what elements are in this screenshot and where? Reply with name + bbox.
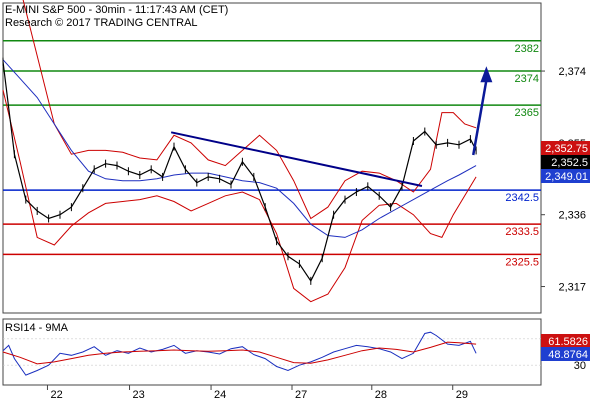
- level-label-2333.5: 2333.5: [505, 226, 539, 238]
- projection-arrow-layer: [472, 66, 493, 156]
- price-badge-upper-bg: [541, 141, 590, 155]
- moving-average-line: [2, 59, 477, 238]
- y-tick-label: 2,317: [558, 282, 586, 294]
- rsi-badge-rsi-bg: [541, 347, 590, 361]
- price-badge-ma-bg: [541, 169, 590, 183]
- y-tick-label: 2,374: [558, 66, 586, 78]
- research-credit: Research © 2017 TRADING CENTRAL: [5, 17, 198, 29]
- bollinger-bands-layer: [2, 0, 477, 303]
- rsi-badge-ma-label: 61.5826: [548, 336, 588, 348]
- level-label-2365: 2365: [515, 107, 539, 119]
- level-label-2382: 2382: [515, 43, 539, 55]
- rsi-badge-ma-bg: [541, 334, 590, 348]
- level-lines-layer: 2382 2374 2365 2342.5 2333.5 2325.5: [3, 40, 541, 268]
- price-badge-upper-label: 2,352.75: [545, 143, 588, 155]
- x-tick-label: 23: [133, 389, 145, 400]
- x-tick-label: 22: [50, 389, 62, 400]
- rsi-panel-frame: [2, 318, 542, 386]
- level-label-2325.5: 2325.5: [505, 256, 539, 268]
- price-badge-upper: 2,352.75: [541, 141, 590, 155]
- trendline-layer: [170, 131, 423, 187]
- main-panel-frame: [2, 2, 542, 314]
- chart-title: E-MINI S&P 500 - 30min - 11:17:43 AM (CE…: [5, 4, 228, 16]
- x-tick-label: 24: [214, 389, 226, 400]
- rsi-line: [2, 331, 477, 376]
- rsi-badge-ma: 61.5826: [541, 334, 590, 348]
- rsi-title: RSI14 - 9MA: [5, 322, 69, 334]
- price-badge-last-bg: [541, 155, 590, 169]
- price-badge-last: 2,352.5: [541, 155, 590, 169]
- rsi-y-tick-label: 30: [574, 360, 586, 372]
- y-tick-label: 2,336: [558, 210, 586, 222]
- x-tick-label: 29: [456, 389, 468, 400]
- x-tick-label: 27: [295, 389, 307, 400]
- rsi-badge-rsi-label: 48.8764: [548, 349, 588, 361]
- price-badge-last-label: 2,352.5: [551, 157, 588, 169]
- projection-arrow-head: [480, 66, 493, 83]
- level-label-2374: 2374: [515, 73, 539, 85]
- rsi-layer: [2, 331, 541, 376]
- rsi-ma-line: [2, 341, 477, 365]
- rsi-badge-rsi: 48.8764: [541, 347, 590, 361]
- resistance-trendline: [170, 131, 423, 187]
- projection-arrow-shaft: [472, 80, 488, 156]
- moving-average-layer: [2, 59, 477, 238]
- level-label-2342.5: 2342.5: [505, 192, 539, 204]
- x-tick-label: 28: [375, 389, 387, 400]
- price-series-layer: [2, 57, 477, 285]
- bollinger-upper-line: [22, 0, 477, 220]
- bollinger-lower-line: [2, 89, 477, 303]
- price-badge-ma-label: 2,349.01: [545, 171, 588, 183]
- price-badge-ma: 2,349.01: [541, 169, 590, 183]
